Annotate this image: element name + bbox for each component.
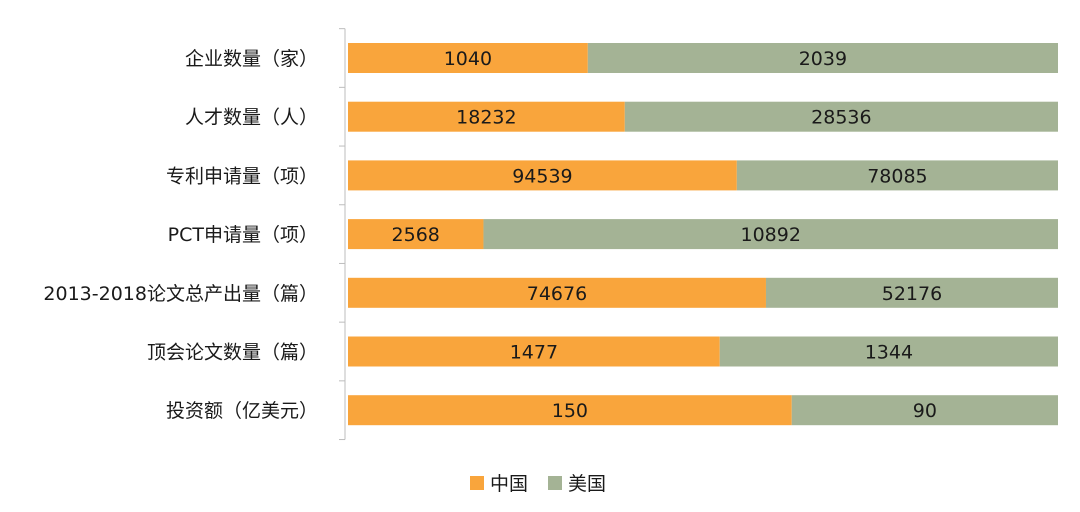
data-label: 2039 xyxy=(799,48,847,70)
bars: 1040 2039 18232 28536 94539 78085 2568 10892 746… xyxy=(348,43,1059,426)
legend-swatch-usa xyxy=(548,476,562,490)
data-label: 28536 xyxy=(811,107,871,129)
bar-usa xyxy=(624,101,1058,132)
bar-china xyxy=(348,43,588,73)
bar-usa xyxy=(791,395,1058,426)
data-label: 94539 xyxy=(512,165,572,187)
legend-swatch-china xyxy=(470,476,484,490)
category-label: 2013-2018论文总产出量（篇） xyxy=(43,283,318,305)
bar-usa xyxy=(736,160,1058,191)
bar-china xyxy=(348,219,484,250)
bar-china xyxy=(348,395,792,426)
bar-china xyxy=(348,277,766,308)
data-label: 90 xyxy=(913,400,937,422)
category-label: 企业数量（家） xyxy=(185,48,318,70)
data-label: 1040 xyxy=(444,48,492,70)
data-label: 2568 xyxy=(392,224,440,246)
legend-label-china: 中国 xyxy=(490,473,528,495)
bar-usa xyxy=(765,277,1058,308)
data-label: 150 xyxy=(552,400,588,422)
data-label: 10892 xyxy=(741,224,801,246)
bar-china xyxy=(348,336,720,367)
data-label: 1344 xyxy=(865,342,913,364)
data-label: 18232 xyxy=(456,107,516,129)
legend: 中国 美国 xyxy=(470,473,606,495)
category-label: 人才数量（人） xyxy=(185,107,318,129)
category-axis: 企业数量（家） 人才数量（人） 专利申请量（项） PCT申请量（项） 2013-2018… xyxy=(43,28,346,441)
bar-usa xyxy=(587,43,1058,73)
bar-china xyxy=(348,101,625,132)
category-label: 顶会论文数量（篇） xyxy=(147,342,318,364)
legend-label-usa: 美国 xyxy=(568,473,606,495)
data-label: 78085 xyxy=(867,165,927,187)
data-label: 1477 xyxy=(510,342,558,364)
category-label: 专利申请量（项） xyxy=(166,165,318,187)
bar-china xyxy=(348,160,737,191)
bar-usa xyxy=(483,219,1059,250)
data-label: 52176 xyxy=(882,283,942,305)
category-label: PCT申请量（项） xyxy=(168,224,318,246)
data-label: 74676 xyxy=(527,283,587,305)
category-label: 投资额（亿美元） xyxy=(166,400,318,422)
bar-usa xyxy=(719,336,1058,367)
